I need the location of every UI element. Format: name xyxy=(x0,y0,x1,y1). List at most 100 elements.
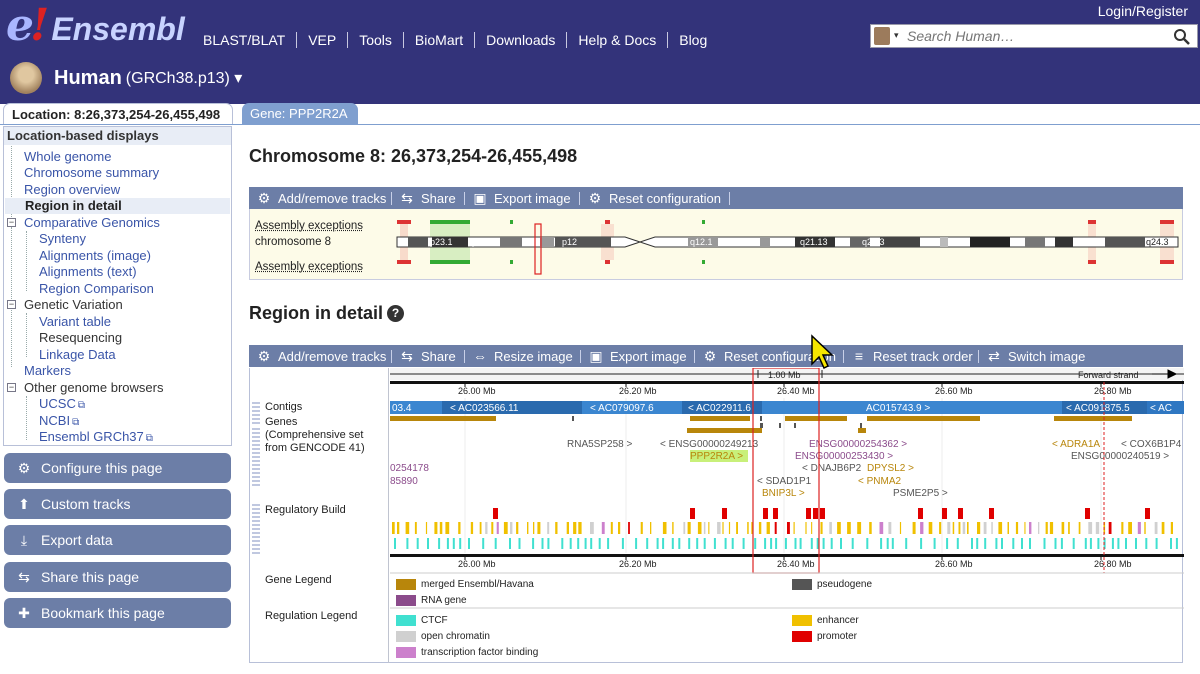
contig[interactable] xyxy=(682,401,762,414)
regulatory-feature[interactable] xyxy=(977,522,981,534)
current-location-box[interactable] xyxy=(534,223,542,275)
collapse-icon[interactable]: − xyxy=(7,382,16,392)
ctcf-feature[interactable] xyxy=(569,538,572,549)
configure-page-button[interactable]: ⚙ Configure this page xyxy=(4,453,231,483)
gene-feature[interactable] xyxy=(867,416,980,421)
regulatory-feature[interactable] xyxy=(1128,522,1132,534)
ctcf-feature[interactable] xyxy=(621,538,624,549)
ctcf-feature[interactable] xyxy=(1084,538,1087,549)
ctcf-feature[interactable] xyxy=(541,538,544,549)
regulatory-feature[interactable] xyxy=(510,522,513,534)
regulatory-feature[interactable] xyxy=(1049,522,1054,534)
genome-svg[interactable]: 1.00 Mb Forward strand 26.00 Mb 26.20 Mb 2… xyxy=(390,368,1184,663)
sidebar-item-ensembl-grch37[interactable]: Ensembl GRCh37 ⧉ xyxy=(39,429,153,447)
regulatory-feature[interactable] xyxy=(610,522,613,534)
nav-biomart[interactable]: BioMart xyxy=(402,32,474,48)
regulatory-feature[interactable] xyxy=(837,522,841,534)
gene-feature[interactable] xyxy=(690,416,750,421)
regulatory-feature[interactable] xyxy=(958,522,961,534)
sidebar-item-markers[interactable]: Markers xyxy=(24,363,71,378)
add-remove-tracks-button[interactable]: ⚙ Add/remove tracks xyxy=(256,345,387,367)
tab-location[interactable]: Location: 8:26,373,254-26,455,498 xyxy=(3,103,233,125)
ctcf-feature[interactable] xyxy=(891,538,894,549)
ctcf-feature[interactable] xyxy=(971,538,973,549)
ctcf-feature[interactable] xyxy=(696,538,699,549)
ctcf-feature[interactable] xyxy=(742,538,745,549)
regulatory-feature[interactable] xyxy=(470,522,474,534)
regulatory-feature[interactable] xyxy=(722,522,724,534)
regulatory-feature[interactable] xyxy=(516,522,519,534)
ctcf-feature[interactable] xyxy=(561,538,564,549)
ctcf-feature[interactable] xyxy=(584,538,587,549)
regulatory-feature[interactable] xyxy=(496,522,499,534)
sidebar-item-other-browsers[interactable]: Other genome browsers xyxy=(24,380,164,395)
ideogram-svg[interactable]: p23.1 p22 p12 q12.1 q21.13 q21.3 q24.3 xyxy=(250,209,1184,280)
promoter-feature[interactable] xyxy=(773,508,778,519)
help-icon[interactable]: ? xyxy=(387,305,405,322)
regulatory-feature[interactable] xyxy=(1161,522,1165,534)
ctcf-feature[interactable] xyxy=(1111,538,1114,549)
regulatory-feature[interactable] xyxy=(1121,522,1124,534)
regulatory-feature[interactable] xyxy=(939,522,942,534)
ctcf-feature[interactable] xyxy=(770,538,773,549)
ctcf-feature[interactable] xyxy=(678,538,681,549)
regulatory-feature[interactable] xyxy=(820,522,823,534)
nav-help[interactable]: Help & Docs xyxy=(566,32,667,48)
sidebar-item-alignments-text[interactable]: Alignments (text) xyxy=(39,264,137,279)
chevron-down-icon[interactable]: ▾ xyxy=(894,30,899,40)
regulatory-feature[interactable] xyxy=(533,522,535,534)
ctcf-feature[interactable] xyxy=(688,538,691,549)
ctcf-feature[interactable] xyxy=(662,538,665,549)
promoter-feature[interactable] xyxy=(942,508,947,519)
ctcf-feature[interactable] xyxy=(956,538,959,549)
gene-label[interactable]: < PNMA2 xyxy=(858,476,902,487)
nav-tools[interactable]: Tools xyxy=(347,32,403,48)
pseudogene-feature[interactable] xyxy=(572,416,574,421)
sidebar-item-comparative-genomics[interactable]: Comparative Genomics xyxy=(24,215,160,230)
ctcf-feature[interactable] xyxy=(1097,538,1100,549)
custom-tracks-button[interactable]: ⬆ Custom tracks xyxy=(4,489,231,519)
gene-label[interactable]: ENSG00000254362 > xyxy=(809,439,907,450)
ctcf-feature[interactable] xyxy=(822,538,825,549)
gene-label[interactable]: < DNAJB6P2 xyxy=(802,463,862,474)
reset-track-order-button[interactable]: ≡ Reset track order xyxy=(851,345,973,367)
ctcf-feature[interactable] xyxy=(1089,538,1092,549)
export-image-button[interactable]: ▣ Export image xyxy=(472,187,570,209)
ctcf-feature[interactable] xyxy=(656,538,659,549)
gene-label[interactable]: < SDAD1P1 xyxy=(757,476,812,487)
assembly-selector[interactable]: (GRCh38.p13) ▾ xyxy=(125,70,243,87)
regulatory-feature[interactable] xyxy=(774,522,777,534)
ctcf-feature[interactable] xyxy=(452,538,455,549)
gene-feature[interactable] xyxy=(390,416,496,421)
ctcf-feature[interactable] xyxy=(1175,538,1178,549)
regulatory-feature[interactable] xyxy=(662,522,667,534)
tab-gene[interactable]: Gene: PPP2R2A xyxy=(242,103,358,125)
regulatory-feature[interactable] xyxy=(1015,522,1019,534)
ctcf-feature[interactable] xyxy=(547,538,550,549)
regulatory-feature[interactable] xyxy=(1095,522,1100,534)
regulatory-feature[interactable] xyxy=(1108,522,1112,534)
regulatory-feature[interactable] xyxy=(899,522,902,534)
regulatory-feature[interactable] xyxy=(1061,522,1065,534)
ctcf-feature[interactable] xyxy=(518,538,521,549)
sidebar-item-region-overview[interactable]: Region overview xyxy=(24,182,121,197)
ctcf-feature[interactable] xyxy=(607,538,610,549)
regulatory-feature[interactable] xyxy=(952,522,955,534)
regulatory-feature[interactable] xyxy=(728,522,731,534)
gene-label[interactable]: DPYSL2 > xyxy=(867,463,914,474)
nav-downloads[interactable]: Downloads xyxy=(474,32,566,48)
regulatory-feature[interactable] xyxy=(847,522,851,534)
regulatory-feature[interactable] xyxy=(1007,522,1010,534)
promoter-feature[interactable] xyxy=(763,508,768,519)
ctcf-feature[interactable] xyxy=(446,538,449,549)
regulatory-feature[interactable] xyxy=(1038,522,1040,534)
gene-label[interactable]: < COX6B1P4 xyxy=(1121,439,1182,450)
sidebar-item-linkage-data[interactable]: Linkage Data xyxy=(39,347,116,362)
pseudogene-feature[interactable] xyxy=(760,416,762,421)
ctcf-feature[interactable] xyxy=(731,538,734,549)
resize-image-button[interactable]: ⇔ Resize image xyxy=(472,345,573,367)
ctcf-feature[interactable] xyxy=(920,538,923,549)
regulatory-feature[interactable] xyxy=(1024,522,1026,534)
regulatory-feature[interactable] xyxy=(640,522,643,534)
regulatory-feature[interactable] xyxy=(857,522,862,534)
